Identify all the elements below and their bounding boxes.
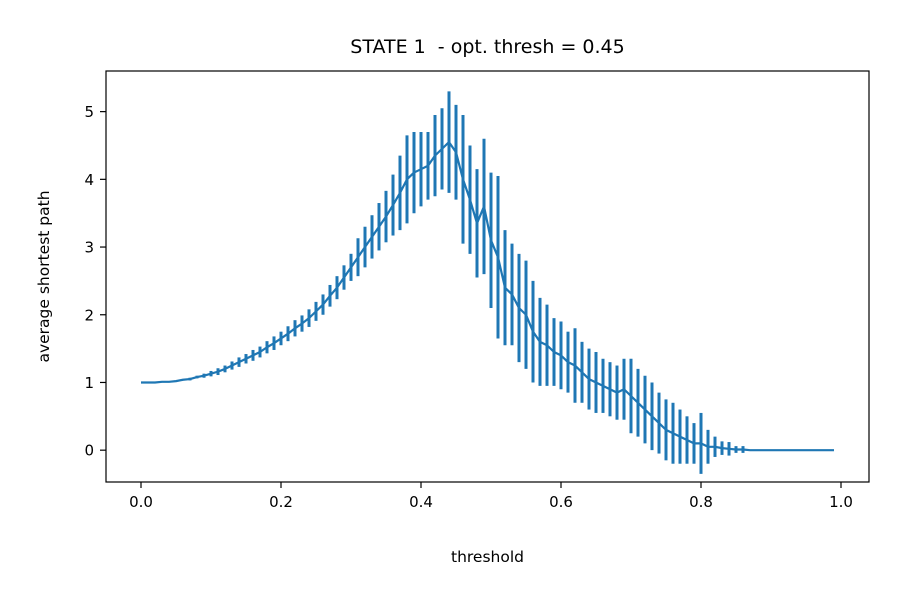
plot-content bbox=[141, 91, 834, 474]
x-tick-label: 0.0 bbox=[129, 493, 153, 511]
y-tick-label: 2 bbox=[84, 306, 94, 324]
chart-title: STATE 1 - opt. thresh = 0.45 bbox=[350, 36, 624, 58]
series-line bbox=[141, 141, 834, 452]
y-tick-label: 5 bbox=[84, 103, 94, 121]
x-axis-label: threshold bbox=[451, 548, 524, 566]
y-axis-label: average shortest path bbox=[35, 190, 53, 362]
x-tick-label: 0.8 bbox=[689, 493, 713, 511]
x-tick-label: 0.4 bbox=[409, 493, 433, 511]
x-tick-label: 0.2 bbox=[269, 493, 293, 511]
x-tick-label: 0.6 bbox=[549, 493, 573, 511]
x-tick-label: 1.0 bbox=[829, 493, 853, 511]
y-tick-label: 1 bbox=[84, 374, 94, 392]
plot-frame bbox=[105, 70, 870, 483]
y-tick-label: 3 bbox=[84, 239, 94, 257]
x-axis-ticks: 0.0 0.2 0.4 0.6 0.8 1.0 bbox=[129, 482, 853, 511]
y-tick-label: 4 bbox=[84, 171, 94, 189]
y-axis-ticks: 0 1 2 3 4 5 bbox=[84, 103, 106, 460]
y-tick-label: 0 bbox=[84, 442, 94, 460]
